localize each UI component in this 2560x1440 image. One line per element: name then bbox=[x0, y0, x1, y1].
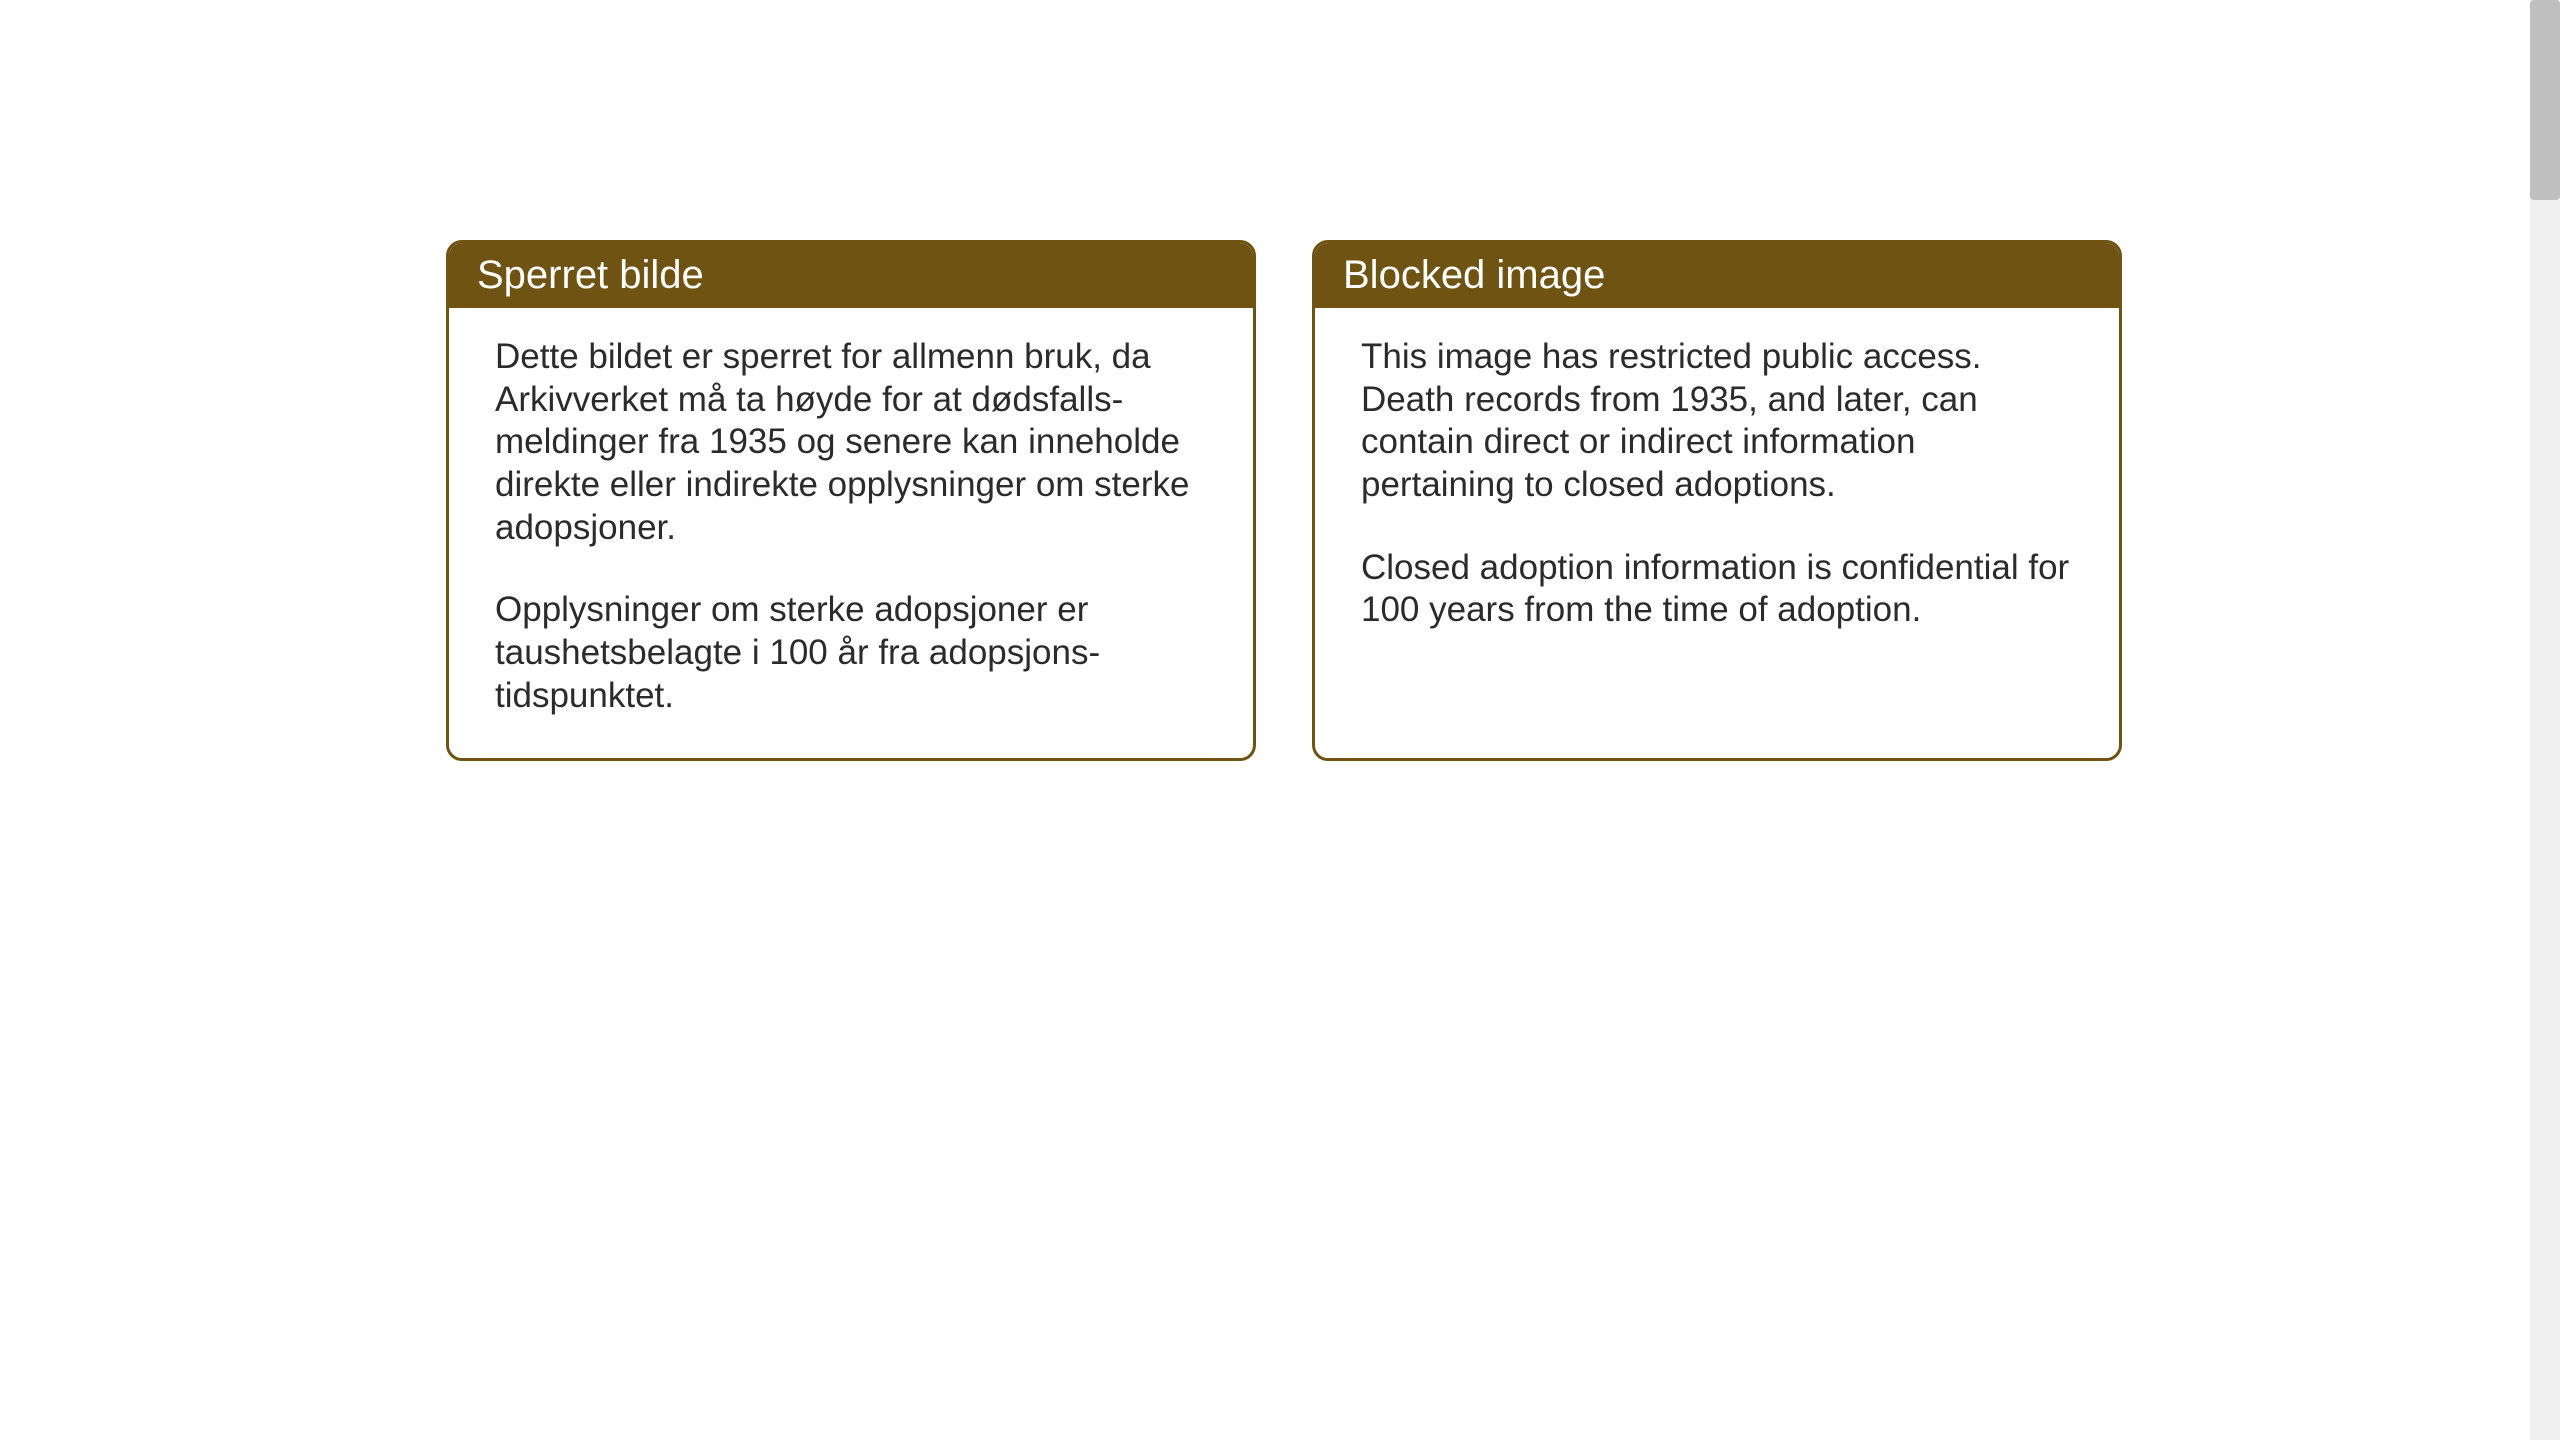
card-paragraph2-norwegian: Opplysninger om sterke adopsjoner er tau… bbox=[495, 589, 1207, 717]
card-title-english: Blocked image bbox=[1343, 253, 1605, 297]
card-body-english: This image has restricted public access.… bbox=[1315, 308, 2119, 672]
card-header-english: Blocked image bbox=[1315, 243, 2119, 308]
card-paragraph2-english: Closed adoption information is confident… bbox=[1361, 547, 2073, 632]
card-norwegian: Sperret bilde Dette bildet er sperret fo… bbox=[446, 240, 1256, 761]
card-paragraph1-english: This image has restricted public access.… bbox=[1361, 336, 2073, 507]
scrollbar-thumb[interactable] bbox=[2530, 0, 2560, 200]
card-english: Blocked image This image has restricted … bbox=[1312, 240, 2122, 761]
card-body-norwegian: Dette bildet er sperret for allmenn bruk… bbox=[449, 308, 1253, 758]
cards-container: Sperret bilde Dette bildet er sperret fo… bbox=[446, 240, 2122, 761]
card-header-norwegian: Sperret bilde bbox=[449, 243, 1253, 308]
card-paragraph1-norwegian: Dette bildet er sperret for allmenn bruk… bbox=[495, 336, 1207, 549]
scrollbar[interactable] bbox=[2530, 0, 2560, 1440]
card-title-norwegian: Sperret bilde bbox=[477, 253, 704, 297]
